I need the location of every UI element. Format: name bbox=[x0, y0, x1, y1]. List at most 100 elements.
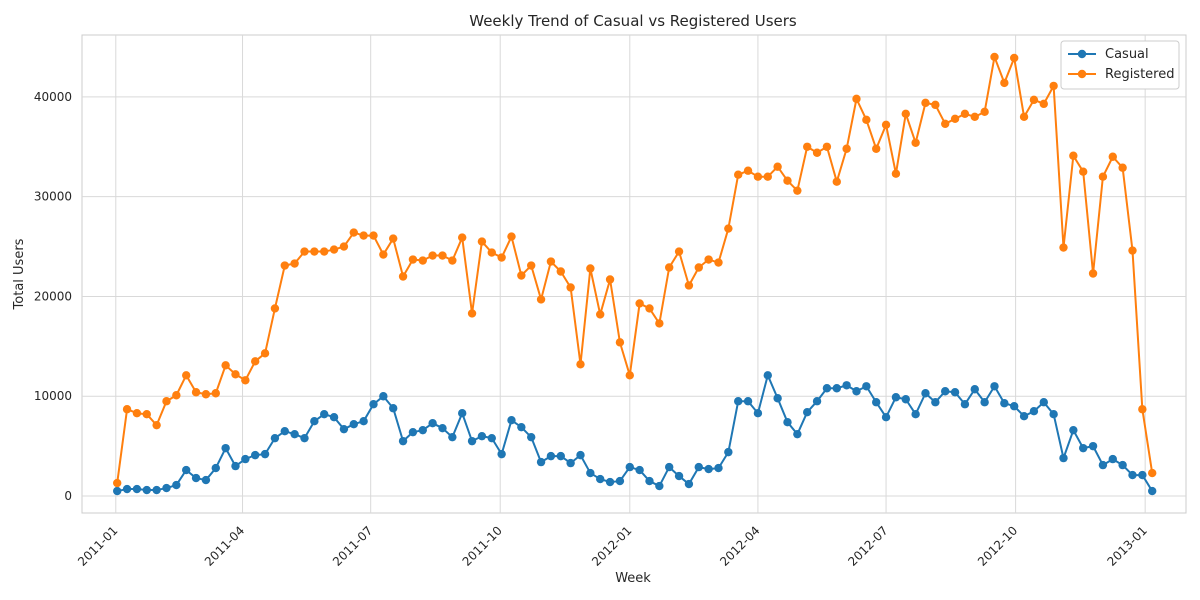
data-point-casual bbox=[1010, 402, 1019, 411]
data-point-casual bbox=[1128, 470, 1137, 480]
data-point-registered bbox=[684, 281, 694, 290]
data-point-registered bbox=[1000, 78, 1009, 88]
data-point-registered bbox=[773, 162, 782, 171]
data-point-casual bbox=[428, 418, 437, 428]
data-point-registered bbox=[1138, 405, 1147, 414]
data-point-registered bbox=[221, 361, 230, 370]
data-point-registered bbox=[625, 371, 634, 380]
data-point-casual bbox=[950, 388, 960, 397]
data-point-casual bbox=[251, 450, 260, 460]
data-point-casual bbox=[280, 426, 289, 436]
data-point-registered bbox=[1010, 53, 1019, 63]
data-point-casual bbox=[172, 480, 181, 490]
data-point-registered bbox=[556, 267, 565, 276]
data-point-casual bbox=[1039, 398, 1048, 407]
data-point-registered bbox=[1088, 269, 1098, 278]
data-point-registered bbox=[1098, 172, 1108, 181]
data-point-casual bbox=[872, 398, 881, 407]
data-point-registered bbox=[260, 349, 270, 358]
data-point-casual bbox=[803, 408, 812, 417]
data-point-casual bbox=[507, 415, 516, 425]
data-point-registered bbox=[162, 397, 171, 406]
data-point-registered bbox=[980, 107, 989, 117]
data-point-casual bbox=[714, 463, 723, 473]
data-point-registered bbox=[408, 255, 418, 264]
data-point-casual bbox=[260, 449, 270, 459]
y-tick-label: 10000 bbox=[34, 389, 72, 403]
data-point-casual bbox=[329, 413, 339, 422]
data-point-casual bbox=[290, 429, 299, 439]
data-point-registered bbox=[339, 242, 349, 251]
data-point-casual bbox=[576, 450, 585, 460]
data-point-registered bbox=[1039, 99, 1048, 109]
data-point-registered bbox=[172, 391, 181, 400]
data-point-casual bbox=[812, 397, 822, 406]
x-tick-label: 2012-01 bbox=[589, 523, 634, 568]
x-tick-label: 2011-04 bbox=[202, 523, 247, 568]
data-point-registered bbox=[674, 247, 684, 256]
data-point-casual bbox=[527, 432, 536, 442]
data-point-casual bbox=[389, 404, 398, 413]
data-point-casual bbox=[960, 400, 970, 409]
data-point-registered bbox=[645, 304, 654, 313]
data-point-casual bbox=[773, 394, 782, 403]
data-point-registered bbox=[251, 357, 260, 366]
data-point-casual bbox=[852, 387, 861, 396]
data-point-casual bbox=[596, 474, 605, 484]
data-point-registered bbox=[142, 410, 151, 419]
data-point-registered bbox=[763, 172, 772, 181]
data-point-registered bbox=[349, 228, 358, 237]
legend-marker-registered bbox=[1077, 69, 1087, 79]
data-point-casual bbox=[300, 433, 309, 443]
data-point-casual bbox=[1079, 443, 1088, 453]
x-tick-label: 2012-04 bbox=[717, 523, 762, 568]
data-point-casual bbox=[191, 473, 201, 483]
data-point-casual bbox=[694, 462, 703, 472]
data-point-registered bbox=[743, 166, 753, 175]
data-point-registered bbox=[211, 389, 220, 398]
data-point-casual bbox=[625, 462, 634, 472]
data-point-registered bbox=[536, 295, 546, 304]
series-line-registered bbox=[116, 55, 1154, 484]
data-point-registered bbox=[812, 148, 822, 157]
data-point-registered bbox=[359, 231, 368, 240]
data-point-registered bbox=[596, 310, 605, 319]
data-point-casual bbox=[665, 462, 674, 472]
data-point-casual bbox=[1049, 410, 1058, 419]
data-point-registered bbox=[280, 261, 289, 270]
data-point-casual bbox=[1108, 454, 1117, 464]
data-point-registered bbox=[941, 119, 950, 129]
data-point-casual bbox=[921, 389, 930, 398]
data-point-casual bbox=[931, 398, 940, 407]
x-tick-label: 2012-10 bbox=[975, 523, 1020, 568]
data-point-registered bbox=[566, 283, 575, 292]
data-point-casual bbox=[487, 433, 496, 443]
data-point-casual bbox=[497, 449, 506, 459]
data-point-casual bbox=[1148, 486, 1157, 496]
data-point-casual bbox=[398, 436, 408, 446]
data-point-registered bbox=[1118, 163, 1127, 172]
data-point-casual bbox=[211, 463, 220, 473]
data-point-registered bbox=[477, 237, 487, 246]
data-point-registered bbox=[290, 259, 299, 268]
y-tick-label: 0 bbox=[64, 489, 72, 503]
data-point-registered bbox=[862, 115, 871, 125]
data-point-registered bbox=[467, 309, 477, 318]
data-point-casual bbox=[1019, 412, 1029, 421]
data-point-casual bbox=[1118, 460, 1127, 470]
chart-title: Weekly Trend of Casual vs Registered Use… bbox=[469, 12, 797, 30]
data-point-registered bbox=[635, 299, 644, 308]
data-point-casual bbox=[655, 481, 664, 491]
data-point-casual bbox=[724, 447, 733, 457]
data-point-registered bbox=[576, 360, 585, 369]
data-point-casual bbox=[152, 485, 161, 495]
data-point-casual bbox=[536, 457, 546, 467]
data-point-registered bbox=[734, 170, 743, 179]
data-point-registered bbox=[990, 52, 999, 62]
data-point-registered bbox=[1069, 151, 1078, 160]
data-point-registered bbox=[901, 109, 910, 119]
data-point-casual bbox=[379, 392, 388, 401]
data-point-registered bbox=[517, 271, 526, 280]
data-point-registered bbox=[665, 263, 674, 272]
data-point-casual bbox=[467, 436, 477, 446]
